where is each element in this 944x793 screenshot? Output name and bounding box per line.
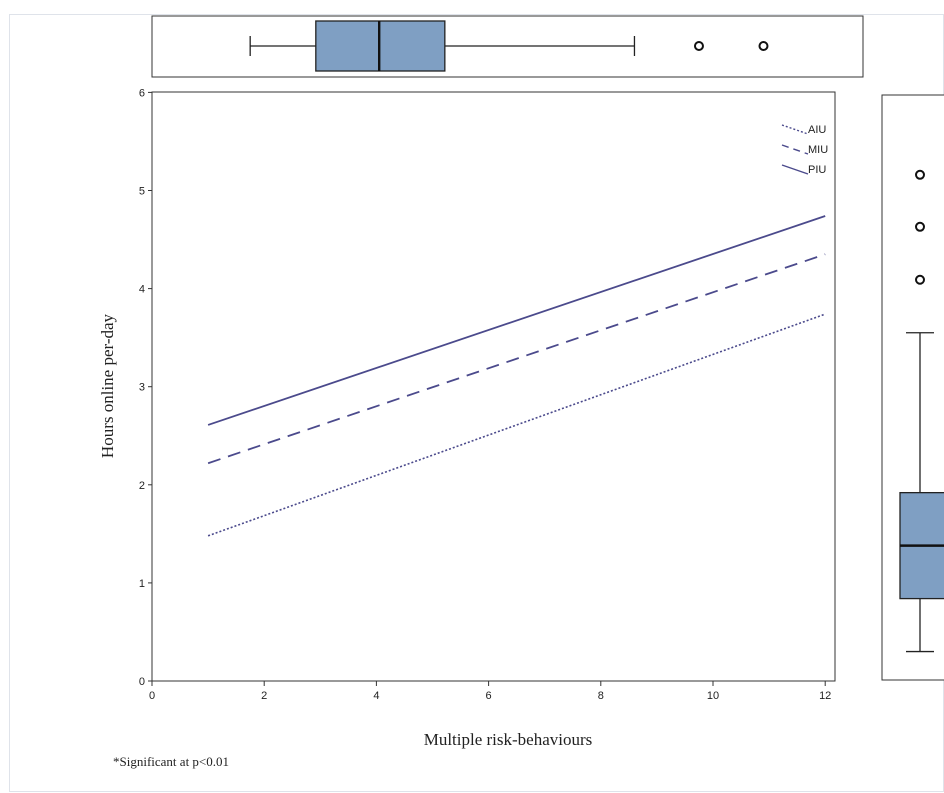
right-box-outlier <box>915 221 925 232</box>
figure-frame: Multiple risk-behaviours Hours online pe… <box>9 14 944 792</box>
series-line-miu <box>207 253 826 465</box>
legend-swatch-miu <box>781 144 809 155</box>
y-tick-label: 6 <box>139 87 145 99</box>
legend-label-piu: PIU <box>808 164 826 176</box>
top-box-outlier <box>758 41 769 51</box>
x-tick-label: 4 <box>373 690 379 702</box>
y-axis-title: Hours online per-day <box>98 313 117 458</box>
chart-figure: Multiple risk-behaviours Hours online pe… <box>98 15 944 769</box>
x-tick-label: 0 <box>149 690 155 702</box>
right-box-outlier <box>915 169 925 180</box>
right-box-outlier <box>915 274 925 285</box>
y-tick-label: 1 <box>139 578 145 590</box>
x-tick-label: 10 <box>707 690 719 702</box>
legend-swatch-aiu <box>781 124 809 135</box>
y-tick-label: 2 <box>139 480 145 492</box>
series-line-aiu <box>207 313 826 537</box>
y-tick-label: 5 <box>139 186 145 198</box>
x-tick-label: 8 <box>598 690 604 702</box>
legend-label-miu: MIU <box>808 144 828 156</box>
x-tick-label: 12 <box>819 690 831 702</box>
x-axis-title: Multiple risk-behaviours <box>424 730 593 749</box>
series-line-piu <box>207 215 826 426</box>
legend-swatch-piu <box>781 164 809 175</box>
x-tick-label: 6 <box>486 690 492 702</box>
plot-area-frame <box>151 91 836 682</box>
footnote: *Significant at p<0.01 <box>113 754 229 769</box>
x-tick-label: 2 <box>261 690 267 702</box>
y-tick-label: 3 <box>139 382 145 394</box>
y-tick-label: 0 <box>139 676 145 688</box>
top-box-outlier <box>693 41 704 51</box>
y-tick-label: 4 <box>139 284 145 296</box>
legend-label-aiu: AIU <box>808 124 826 136</box>
